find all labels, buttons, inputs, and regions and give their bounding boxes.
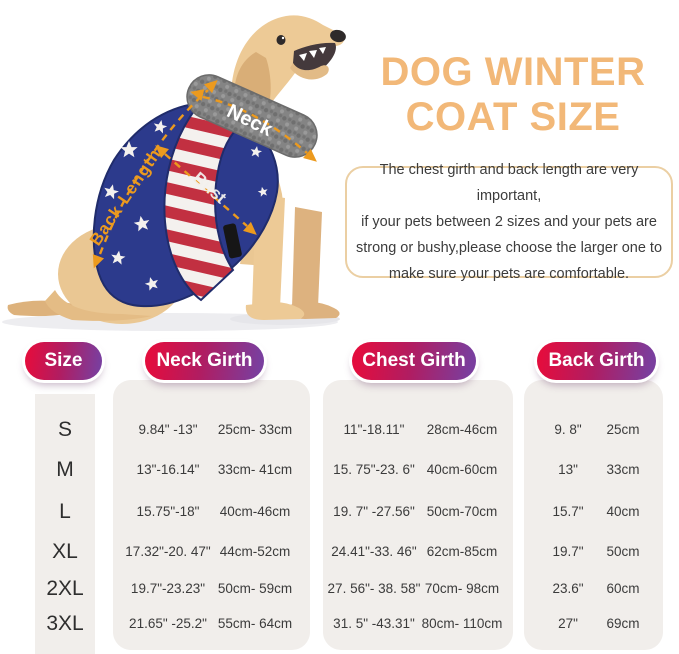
size-cell: XL	[52, 540, 78, 563]
neck-arrow	[202, 95, 308, 154]
neck-inches-cell: 15.75"-18"	[136, 504, 200, 519]
chest-inches-cell: 15. 75"-23. 6"	[333, 462, 415, 477]
table-header-back-girth: Back Girth	[537, 342, 656, 380]
size-cell: L	[59, 500, 71, 523]
sizing-note-box: The chest girth and back length are very…	[345, 162, 673, 282]
neck-inches-cell: 13"-16.14"	[136, 462, 200, 477]
neck-inches-cell: 9.84" -13"	[138, 422, 198, 437]
size-cell: M	[56, 458, 74, 481]
chest-inches-cell: 31. 5" -43.31"	[333, 616, 415, 631]
chest-cm-cell: 50cm-70cm	[426, 504, 498, 519]
neck-cm-cell: 44cm-52cm	[219, 544, 291, 559]
back-inches-cell: 23.6"	[552, 581, 584, 596]
chest-cm-cell: 62cm-85cm	[426, 544, 498, 559]
back-cm-cell: 60cm	[606, 581, 640, 596]
table-row: L 15.75"-18" 40cm-46cm 19. 7" -27.56" 50…	[0, 492, 679, 532]
neck-cm-cell: 50cm- 59cm	[217, 581, 293, 596]
bust-arrow	[164, 153, 248, 227]
page-title-line1: DOG WINTER	[380, 50, 646, 94]
size-cell: 2XL	[46, 577, 84, 600]
neck-cm-cell: 40cm-46cm	[219, 504, 291, 519]
back-cm-cell: 40cm	[606, 504, 640, 519]
chest-cm-cell: 28cm-46cm	[426, 422, 498, 437]
neck-inches-cell: 17.32"-20. 47"	[125, 544, 211, 559]
sizing-note-line: The chest girth and back length are very…	[379, 161, 639, 204]
dog-photo: Back Length Neck Bust	[2, 15, 346, 331]
chest-inches-cell: 27. 56"- 38. 58"	[327, 581, 421, 596]
table-row: XL 17.32"-20. 47" 44cm-52cm 24.41"-33. 4…	[0, 532, 679, 572]
back-inches-cell: 19.7"	[552, 544, 584, 559]
chest-girth-column-background	[323, 380, 513, 650]
table-row: 3XL 21.65" -25.2" 55cm- 64cm 31. 5" -43.…	[0, 604, 679, 644]
size-cell: 3XL	[46, 612, 84, 635]
back-length-arrow	[98, 89, 209, 255]
chest-cm-cell: 80cm- 110cm	[421, 616, 503, 631]
measurement-annotations	[98, 89, 308, 255]
sizing-note-line: if your pets between 2 sizes and your pe…	[361, 213, 657, 230]
chest-inches-cell: 19. 7" -27.56"	[333, 504, 415, 519]
size-cell: S	[57, 418, 73, 441]
table-row: S 9.84" -13" 25cm- 33cm 11"-18.11" 28cm-…	[0, 410, 679, 450]
neck-inches-cell: 19.7"-23.23"	[130, 581, 206, 596]
neck-girth-column-background	[113, 380, 310, 650]
back-inches-cell: 13"	[558, 462, 578, 477]
back-girth-column-background	[524, 380, 663, 650]
neck-cm-cell: 33cm- 41cm	[217, 462, 293, 477]
page-title-line2: COAT SIZE	[405, 95, 621, 140]
chest-inches-cell: 11"-18.11"	[343, 422, 405, 437]
coat-strap	[223, 223, 242, 259]
back-inches-cell: 27"	[558, 616, 578, 631]
dog-coat	[92, 102, 279, 308]
neck-cm-cell: 55cm- 64cm	[217, 616, 293, 631]
back-inches-cell: 9. 8"	[554, 422, 582, 437]
page-title: DOG WINTER COAT SIZE	[348, 50, 678, 140]
back-inches-cell: 15.7"	[552, 504, 584, 519]
chest-cm-cell: 40cm-60cm	[426, 462, 498, 477]
sizing-note-line: strong or bushy,please choose the larger…	[355, 240, 663, 257]
back-cm-cell: 69cm	[606, 616, 640, 631]
back-cm-cell: 50cm	[606, 544, 640, 559]
table-row: M 13"-16.14" 33cm- 41cm 15. 75"-23. 6" 4…	[0, 450, 679, 490]
neck-inches-cell: 21.65" -25.2"	[129, 616, 207, 631]
size-column-background	[35, 394, 95, 654]
back-cm-cell: 33cm	[606, 462, 640, 477]
back-cm-cell: 25cm	[606, 422, 640, 437]
chest-inches-cell: 24.41"-33. 46"	[331, 544, 417, 559]
table-header-size: Size	[25, 342, 102, 380]
neck-cm-cell: 25cm- 33cm	[217, 422, 293, 437]
table-header-chest-girth: Chest Girth	[352, 342, 476, 380]
chest-cm-cell: 70cm- 98cm	[424, 581, 500, 596]
table-header-neck-girth: Neck Girth	[145, 342, 264, 380]
sizing-note-line: make sure your pets are comfortable.	[388, 266, 630, 283]
table-row: 2XL 19.7"-23.23" 50cm- 59cm 27. 56"- 38.…	[0, 569, 679, 609]
